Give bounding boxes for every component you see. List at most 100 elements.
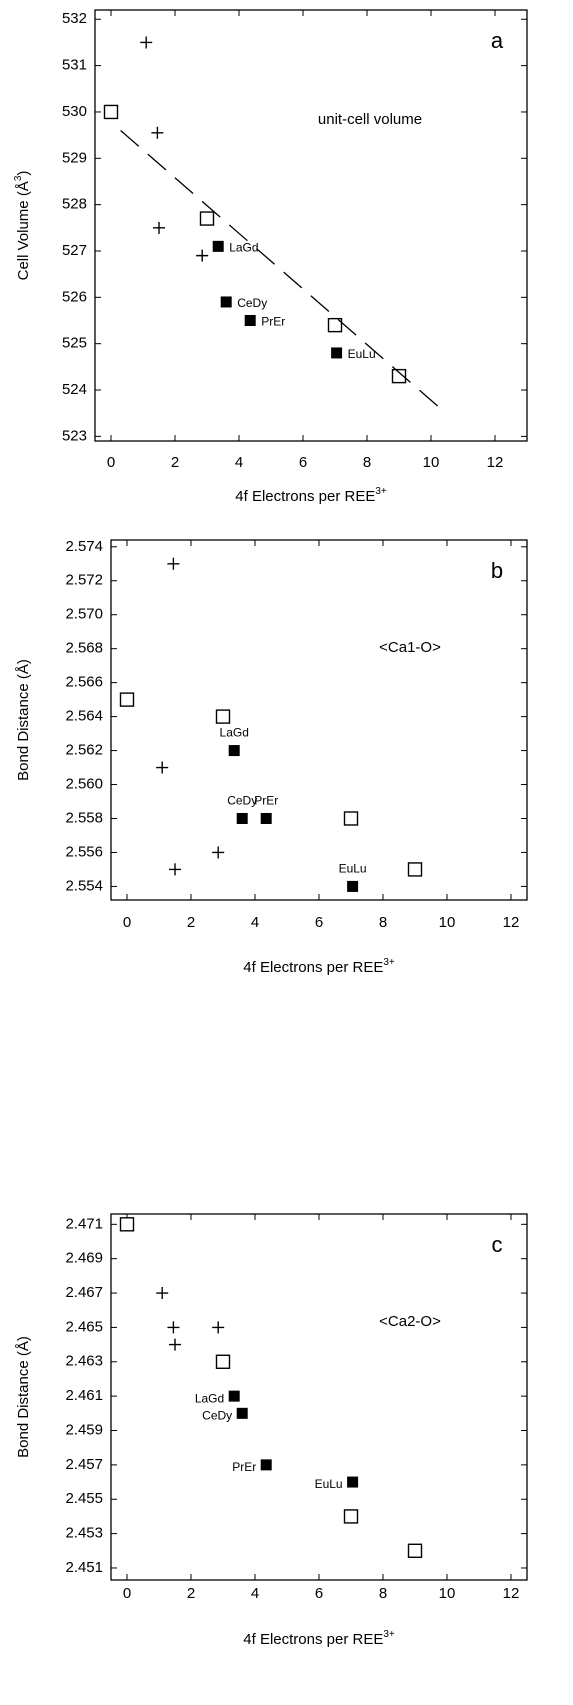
annotation: <Ca2-O>: [379, 1313, 441, 1330]
x-tick-label: 0: [123, 914, 131, 931]
y-tick-label: 2.560: [65, 775, 103, 792]
y-axis-label: Cell Volume (Å3): [13, 171, 32, 281]
plot-frame: [110, 1213, 528, 1581]
point-label: PrEr: [232, 1460, 256, 1474]
y-axis-label-part: ): [15, 171, 32, 176]
filled-square: [260, 812, 272, 824]
open-square: [343, 1509, 359, 1524]
annotation: unit-cell volume: [318, 111, 422, 128]
x-tick-label: 2: [187, 914, 195, 931]
x-tick-label: 6: [299, 454, 307, 471]
y-tick-label: 527: [62, 242, 87, 259]
plus-marker: [140, 36, 153, 49]
filled-square: [347, 1476, 359, 1488]
point-label: PrEr: [254, 794, 278, 808]
open-square: [119, 692, 135, 707]
open-square: [199, 211, 215, 226]
filled-square: [331, 347, 343, 359]
point-label: LaGd: [220, 726, 249, 740]
open-square: [391, 368, 407, 384]
x-tick-label: 10: [439, 914, 456, 931]
y-tick-label: 2.457: [65, 1456, 103, 1473]
x-tick-label: 4: [251, 1585, 259, 1602]
x-tick-label: 10: [439, 1585, 456, 1602]
annotation: <Ca1-O>: [379, 639, 441, 656]
x-tick-label: 4: [235, 454, 243, 471]
filled-square: [228, 745, 240, 757]
x-axis-label-part: 4f Electrons per REE: [235, 488, 375, 505]
open-square: [103, 104, 119, 120]
filled-square: [236, 812, 248, 824]
plot-frame: [110, 539, 528, 901]
plus-marker: [156, 1287, 169, 1300]
point-label: LaGd: [229, 241, 258, 255]
point-label: PrEr: [261, 315, 285, 329]
panel-label: c: [492, 1232, 503, 1257]
y-axis-label: Bond Distance (Å): [15, 1336, 32, 1458]
plus-marker: [212, 846, 225, 859]
x-axis-label-part: 3+: [383, 1629, 395, 1640]
y-tick-label: 2.453: [65, 1525, 103, 1542]
x-tick-label: 0: [107, 454, 115, 471]
y-tick-label: 525: [62, 335, 87, 352]
x-axis-label-part: 3+: [383, 957, 395, 968]
y-tick-label: 2.471: [65, 1215, 103, 1232]
y-tick-label: 532: [62, 10, 87, 27]
x-tick-label: 6: [315, 1585, 323, 1602]
y-tick-label: 524: [62, 381, 87, 398]
plus-marker: [169, 1338, 181, 1351]
point-label: CeDy: [227, 794, 257, 808]
open-square: [119, 1217, 135, 1232]
plus-marker: [153, 221, 165, 234]
point-label: EuLu: [348, 347, 376, 361]
plus-marker: [156, 761, 169, 774]
x-axis-label-part: 3+: [375, 486, 387, 497]
x-tick-label: 8: [363, 454, 371, 471]
filled-square: [212, 240, 224, 252]
y-tick-label: 530: [62, 103, 87, 120]
y-tick-label: 2.465: [65, 1318, 103, 1335]
x-tick-label: 10: [423, 454, 440, 471]
x-tick-label: 12: [503, 914, 520, 931]
open-square: [407, 862, 423, 877]
y-tick-label: 2.467: [65, 1284, 103, 1301]
plus-marker: [196, 249, 209, 262]
filled-square: [220, 296, 232, 308]
y-axis-label: Bond Distance (Å): [15, 659, 32, 781]
y-tick-label: 2.566: [65, 674, 103, 691]
y-tick-label: 528: [62, 196, 87, 213]
y-tick-label: 2.459: [65, 1421, 103, 1438]
x-axis-label: 4f Electrons per REE3+: [243, 957, 395, 976]
plot-frame: [94, 9, 528, 442]
filled-square: [260, 1459, 272, 1471]
x-axis-label-part: 4f Electrons per REE: [243, 959, 383, 976]
y-tick-label: 526: [62, 288, 87, 305]
filled-square: [228, 1390, 240, 1402]
x-tick-label: 8: [379, 914, 387, 931]
y-tick-label: 2.463: [65, 1353, 103, 1370]
x-tick-label: 0: [123, 1585, 131, 1602]
point-label: EuLu: [315, 1477, 343, 1491]
plus-marker: [212, 1321, 225, 1334]
y-tick-label: 2.572: [65, 572, 103, 589]
plus-marker: [169, 863, 181, 876]
y-axis-label-part: Cell Volume (Å: [15, 181, 32, 280]
y-axis-label-part: Bond Distance (Å): [15, 1336, 32, 1458]
y-axis-label-part: 3: [13, 175, 24, 181]
y-axis-label-part: Bond Distance (Å): [15, 659, 32, 781]
open-square: [327, 317, 343, 333]
x-tick-label: 12: [487, 454, 504, 471]
x-tick-label: 2: [171, 454, 179, 471]
open-square: [407, 1543, 423, 1558]
open-square: [343, 811, 359, 826]
point-label: LaGd: [195, 1391, 224, 1405]
x-axis-label: 4f Electrons per REE3+: [235, 486, 387, 505]
y-tick-label: 529: [62, 149, 87, 166]
x-tick-label: 2: [187, 1585, 195, 1602]
y-tick-label: 2.562: [65, 742, 103, 759]
point-label: EuLu: [339, 862, 367, 876]
panel-label: b: [491, 558, 503, 583]
panel-label: a: [491, 28, 504, 53]
y-tick-label: 2.554: [65, 877, 103, 894]
